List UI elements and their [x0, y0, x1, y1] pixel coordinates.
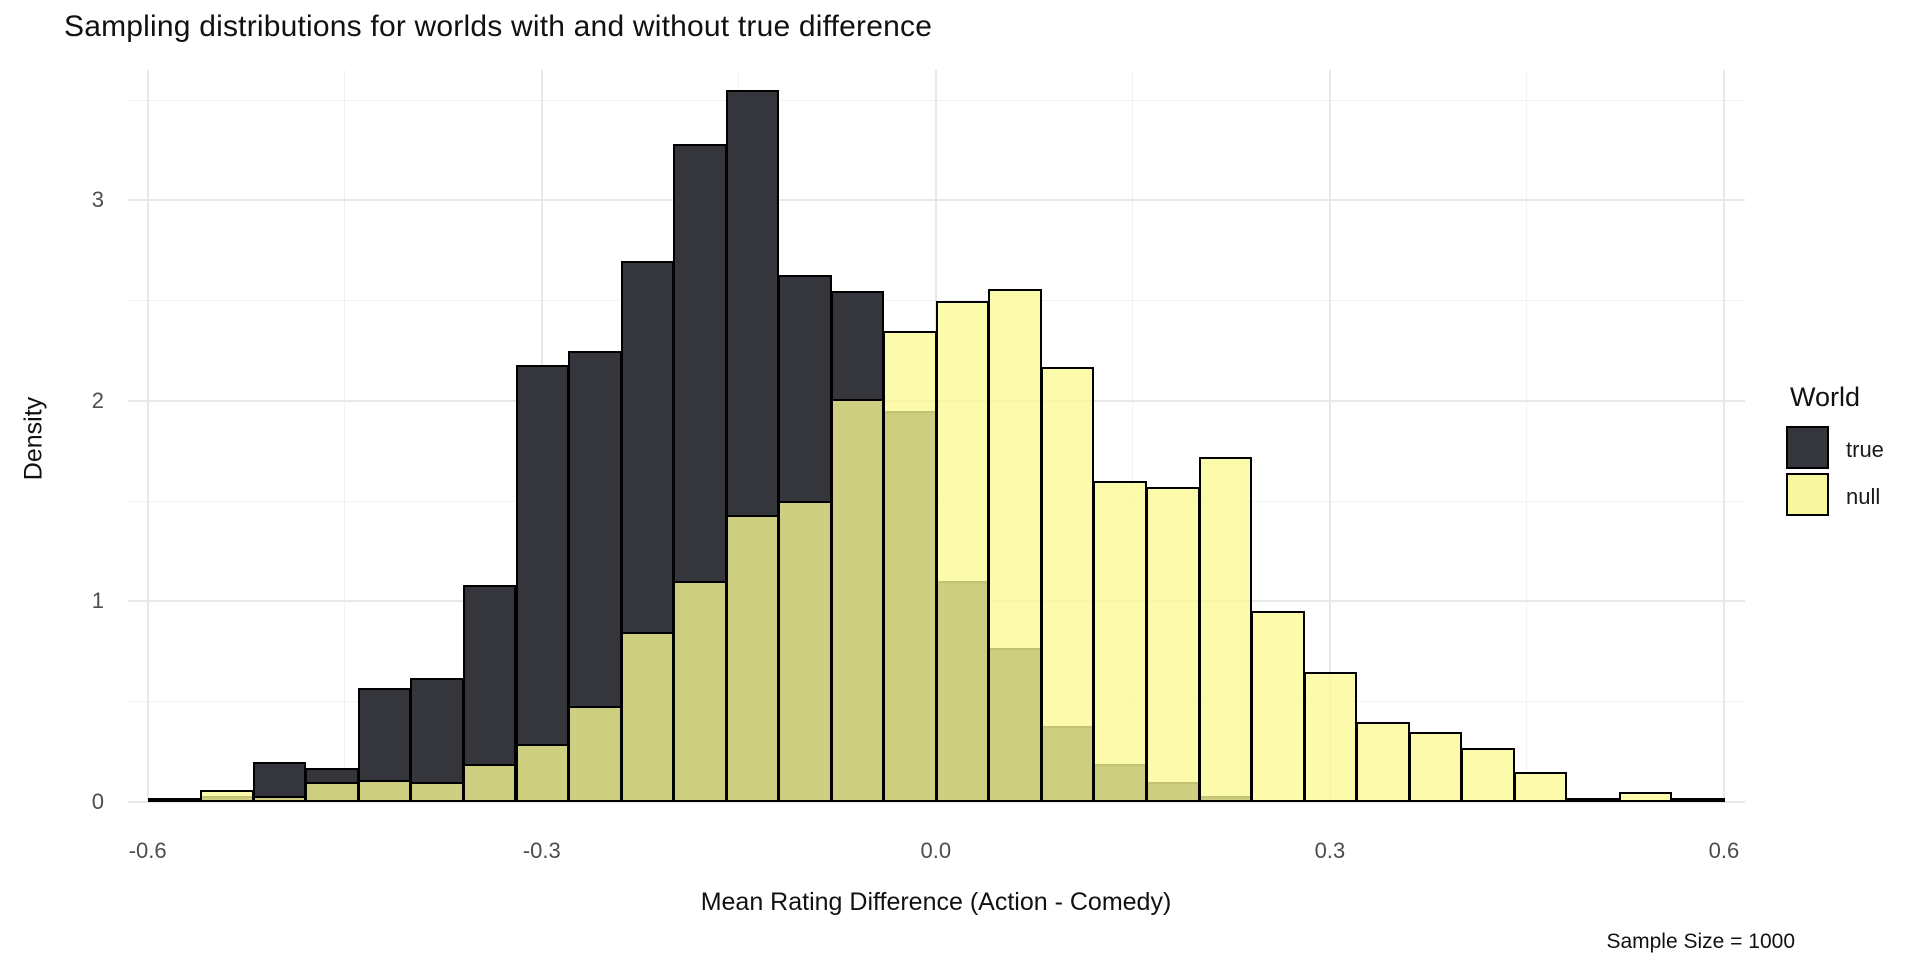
legend-swatch-true — [1786, 426, 1829, 469]
histogram-bar-true — [147, 797, 202, 802]
histogram-bar-null — [305, 781, 359, 802]
gridline-x-major — [146, 70, 149, 802]
legend-label-true: true — [1846, 436, 1884, 462]
histogram-bar-null — [462, 763, 517, 802]
gridline-x-minor — [1132, 70, 1134, 802]
x-axis-title: Mean Rating Difference (Action - Comedy) — [700, 888, 1172, 916]
histogram-bar-null — [1513, 771, 1568, 802]
histogram-bar-null — [357, 779, 412, 802]
histogram-bar-null — [515, 743, 570, 802]
gridline-x-minor — [1526, 70, 1528, 802]
histogram-bar-null — [1356, 721, 1410, 802]
histogram-bar-null — [725, 515, 780, 802]
histogram-bar-null — [620, 631, 675, 802]
histogram-bar-null — [673, 581, 727, 802]
x-tick-label: 0.0 — [920, 838, 952, 863]
histogram-bar-null — [1408, 731, 1463, 802]
histogram-bar-null — [568, 705, 622, 802]
sample-size-caption: Sample Size = 1000 — [1606, 930, 1795, 953]
histogram-bar-null — [1303, 671, 1358, 802]
legend-title: World — [1790, 382, 1861, 412]
histogram-bar-null — [1618, 791, 1673, 802]
histogram-bar-null — [1461, 747, 1515, 802]
histogram-bar-null — [410, 781, 464, 802]
legend-item-null: null — [1786, 473, 1920, 520]
histogram-bar-null — [1146, 487, 1200, 802]
gridline-y-major — [128, 801, 1745, 803]
x-tick-label: -0.3 — [522, 838, 561, 863]
gridline-x-major — [1722, 70, 1725, 802]
histogram-bar-null — [883, 330, 937, 802]
histogram-bar-null — [830, 398, 885, 802]
histogram-bar-null — [1093, 481, 1147, 802]
y-tick-label: 2 — [91, 387, 104, 413]
legend-swatch-null — [1786, 473, 1829, 516]
legend-label-null: null — [1846, 483, 1881, 509]
histogram-bar-null — [1671, 797, 1725, 802]
histogram-bar-null — [988, 288, 1042, 802]
histogram-bar-null — [252, 795, 307, 802]
y-tick-label: 1 — [91, 588, 104, 614]
legend-items: true null — [1786, 426, 1920, 520]
legend-item-true: true — [1786, 426, 1920, 473]
x-tick-label: 0.6 — [1708, 838, 1740, 863]
y-tick-label: 3 — [91, 187, 104, 213]
histogram-bar-true — [515, 364, 570, 802]
histogram-bar-null — [778, 501, 832, 802]
histogram-bar-null — [1566, 797, 1620, 802]
gridline-x-minor — [344, 70, 346, 802]
histogram-bar-null — [200, 789, 254, 802]
x-tick-label: 0.3 — [1314, 838, 1346, 863]
histogram-bar-true — [410, 677, 464, 802]
y-tick-label: 0 — [91, 789, 104, 814]
x-tick-label: -0.6 — [128, 838, 167, 863]
histogram-bar-null — [1040, 366, 1095, 802]
gridline-x-major — [1328, 70, 1331, 802]
chart-title: Sampling distributions for worlds with a… — [64, 10, 933, 43]
histogram-bar-null — [935, 300, 990, 802]
histogram-bar-null — [1198, 457, 1253, 802]
histogram-bar-null — [1251, 611, 1305, 802]
